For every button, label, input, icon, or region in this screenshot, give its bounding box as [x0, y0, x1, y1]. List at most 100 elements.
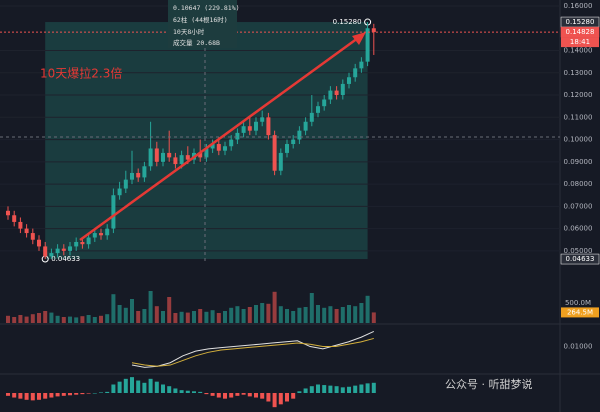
histogram-bar — [37, 393, 41, 400]
info-bars: 62柱 (44根16时) — [173, 15, 228, 24]
histogram-bar — [111, 384, 116, 393]
volume-bar — [61, 317, 66, 323]
volume-bar — [161, 311, 165, 323]
histogram-bar — [371, 382, 376, 393]
volume-bar — [353, 306, 358, 323]
histogram-bar — [18, 393, 23, 399]
histogram-bar — [204, 393, 209, 395]
candle-body — [210, 144, 215, 149]
volume-bar — [30, 314, 35, 323]
candle-body — [297, 130, 302, 140]
volume-bar — [223, 311, 227, 323]
histogram-bar — [334, 386, 339, 393]
volume-marker-label: 264.5M — [567, 308, 593, 316]
candle-body — [86, 237, 91, 245]
volume-bar — [111, 294, 116, 323]
candle-body — [216, 144, 221, 151]
y-tick-label: 0.09000 — [564, 158, 593, 166]
y-tick-label: 0.07000 — [564, 202, 593, 210]
volume-bar — [254, 305, 258, 323]
volume-bar — [359, 303, 364, 323]
candle-body — [272, 135, 277, 171]
histogram-bar — [99, 392, 103, 393]
info-duration: 10天8小时 — [173, 27, 205, 36]
candle-body — [12, 215, 17, 222]
measure-box — [45, 22, 368, 260]
candle-body — [68, 246, 72, 251]
candle-body — [30, 233, 35, 240]
volume-bar — [260, 303, 265, 323]
measure-high: 0.15280 — [333, 18, 362, 26]
volume-bar — [55, 315, 60, 323]
volume-bar — [229, 307, 234, 323]
histogram-bar — [291, 393, 296, 399]
volume-bar — [334, 309, 339, 323]
volume-bar — [328, 306, 333, 323]
y-tick-label: 0.13000 — [564, 69, 593, 77]
histogram-bar — [80, 393, 85, 395]
volume-bar — [272, 291, 277, 323]
volume-bar — [24, 316, 29, 323]
candle-body — [185, 155, 190, 160]
candle-body — [117, 188, 122, 196]
candle-body — [123, 179, 128, 189]
histogram-bar — [216, 393, 221, 398]
volume-bar — [303, 307, 308, 323]
histogram-bar — [229, 393, 234, 398]
candle-body — [316, 106, 320, 113]
price-marker-label: 0.14828 — [566, 28, 595, 36]
info-box — [168, 0, 237, 48]
candle-body — [18, 221, 23, 229]
osc-tick-label: 0.01000 — [564, 343, 593, 351]
histogram-bar — [123, 378, 128, 393]
candle-body — [148, 148, 153, 167]
y-tick-label: 0.11000 — [564, 113, 593, 121]
histogram-bar — [297, 391, 302, 393]
volume-bar — [365, 295, 370, 323]
volume-bar — [142, 309, 147, 323]
volume-bar — [167, 297, 172, 323]
histogram-bar — [285, 393, 289, 402]
histogram-bar — [235, 393, 240, 396]
info-volume: 成交量 20.68B — [173, 38, 220, 47]
histogram-bar — [260, 393, 265, 399]
histogram-bar — [328, 385, 333, 393]
candle-body — [309, 112, 314, 122]
histogram-bar — [92, 393, 97, 394]
histogram-bar — [173, 388, 178, 393]
histogram-bar — [6, 393, 10, 396]
histogram-bar — [161, 384, 165, 393]
volume-tick-label: 500.0M — [565, 299, 591, 307]
histogram-bar — [353, 385, 358, 393]
candle-body — [161, 152, 165, 162]
volume-bar — [247, 307, 252, 323]
histogram-bar — [68, 393, 72, 396]
volume-bar — [123, 307, 128, 323]
volume-bar — [316, 305, 320, 323]
volume-bar — [43, 311, 48, 323]
volume-bar — [192, 311, 196, 323]
histogram-bar — [117, 381, 122, 393]
volume-bar — [347, 305, 351, 323]
volume-bar — [297, 307, 302, 323]
volume-bar — [99, 315, 103, 323]
candle-body — [365, 28, 370, 62]
volume-bar — [148, 291, 153, 323]
candle-body — [254, 121, 258, 131]
candle-body — [229, 139, 234, 147]
annotation: 10天爆拉2.3倍 — [40, 66, 122, 81]
candle-body — [285, 144, 289, 153]
histogram-bar — [278, 393, 283, 405]
volume-bar — [185, 312, 190, 323]
y-tick-label: 0.06000 — [564, 225, 593, 233]
volume-bar — [6, 315, 10, 323]
volume-bar — [86, 315, 91, 323]
candle-body — [37, 239, 41, 247]
histogram-bar — [303, 388, 308, 393]
candle-body — [303, 121, 308, 131]
volume-bar — [216, 313, 221, 323]
histogram-bar — [316, 384, 320, 393]
histogram-bar — [105, 391, 110, 393]
candle-body — [247, 126, 252, 131]
